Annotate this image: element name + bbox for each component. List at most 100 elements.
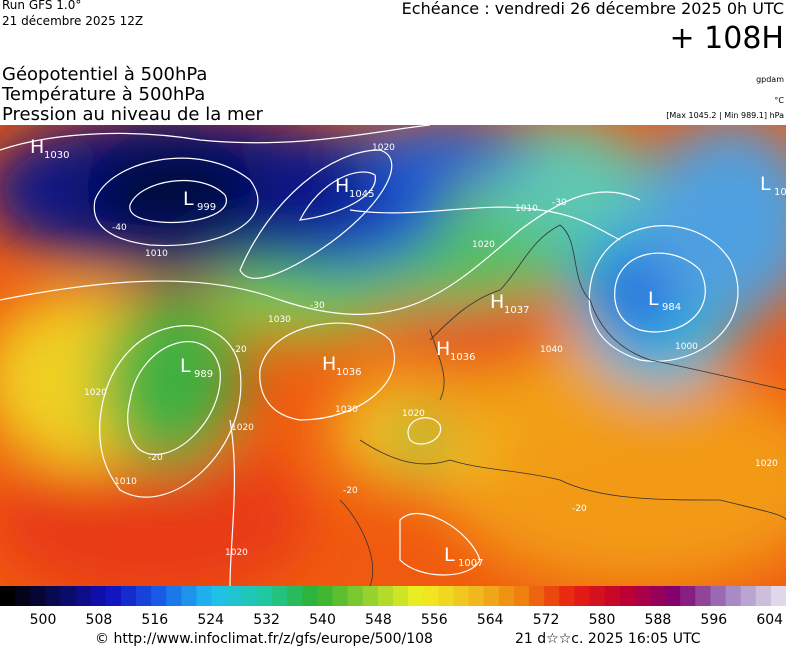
unit-2: °C xyxy=(774,96,784,105)
colorbar-swatch xyxy=(287,586,303,606)
colorbar-swatch xyxy=(256,586,273,606)
colorbar-swatch xyxy=(770,586,786,606)
colorbar-swatch xyxy=(589,586,606,606)
contour-label: -30 xyxy=(552,198,567,208)
colorbar-label: 532 xyxy=(253,612,280,628)
contour-label: 1020 xyxy=(84,388,107,398)
unit-1: gpdam xyxy=(756,75,784,84)
colorbar-label: 580 xyxy=(589,612,616,628)
pressure-center-kind: L xyxy=(648,288,659,310)
colorbar-label: 604 xyxy=(756,612,783,628)
colorbar-swatch xyxy=(120,586,137,606)
colorbar-swatch xyxy=(725,586,742,606)
colorbar-swatch xyxy=(529,586,545,606)
colorbar-swatch xyxy=(740,586,757,606)
pressure-center-value: 1037 xyxy=(504,305,529,316)
colorbar-label: 516 xyxy=(141,612,168,628)
colorbar-swatch xyxy=(151,586,167,606)
colorbar-swatch xyxy=(408,586,424,606)
colorbar-swatch xyxy=(105,586,122,606)
title-1: Géopotentiel à 500hPa xyxy=(2,64,207,85)
pressure-center-value: 1007 xyxy=(458,558,483,569)
contour-label: 1010 xyxy=(114,477,137,487)
colorbar-swatch xyxy=(90,586,107,606)
colorbar-swatch xyxy=(604,586,621,606)
colorbar-swatch xyxy=(241,586,258,606)
contour-label: 1020 xyxy=(472,240,495,250)
colorbar-swatch xyxy=(75,586,92,606)
contour-label: 1020 xyxy=(402,409,425,419)
colorbar-swatch xyxy=(166,586,182,606)
pressure-center-kind: L xyxy=(180,355,191,377)
colorbar-swatch xyxy=(347,586,364,606)
forecast-time: Echéance : vendredi 26 décembre 2025 0h … xyxy=(402,0,784,18)
pressure-center-kind: H xyxy=(335,175,349,197)
colorbar-swatch xyxy=(393,586,409,606)
contour-label: -20 xyxy=(148,453,163,463)
colorbar-label: 564 xyxy=(477,612,504,628)
colorbar-swatch xyxy=(136,586,152,606)
colorbar-swatch xyxy=(574,586,590,606)
pressure-center-kind: H xyxy=(30,136,44,158)
run-date: 21 décembre 2025 12Z xyxy=(2,14,143,28)
colorbar-label: 540 xyxy=(309,612,336,628)
colorbar-swatch xyxy=(695,586,711,606)
contour-label: 1030 xyxy=(335,405,358,415)
contour-label: -20 xyxy=(572,504,587,514)
colorbar-label: 500 xyxy=(30,612,57,628)
colorbar-swatch xyxy=(226,586,243,606)
colorbar-swatch xyxy=(559,586,575,606)
pressure-center-kind: H xyxy=(436,338,450,360)
contour-label: 1040 xyxy=(540,345,563,355)
colorbar-swatch xyxy=(649,586,666,606)
pressure-center-value: 1030 xyxy=(44,150,69,161)
lead-time: + 108H xyxy=(670,21,785,56)
isobars xyxy=(0,125,739,586)
contour-label: 1020 xyxy=(225,548,248,558)
pressure-center-value: 1036 xyxy=(336,367,361,378)
colorbar-swatch xyxy=(665,586,681,606)
colorbar-swatch xyxy=(30,586,46,606)
pressure-center-value: 1036 xyxy=(450,352,475,363)
unit-3: [Max 1045.2 | Min 989.1] hPa xyxy=(666,111,784,120)
colorbar-swatch xyxy=(60,586,77,606)
map-field xyxy=(0,125,786,586)
pressure-center-kind: L xyxy=(760,173,771,195)
colorbar-swatch xyxy=(362,586,379,606)
colorbar-swatch xyxy=(196,586,213,606)
colorbar-label: 596 xyxy=(700,612,727,628)
colorbar-swatch xyxy=(710,586,727,606)
colorbar-swatch xyxy=(272,586,288,606)
title-3: Pression au niveau de la mer xyxy=(2,104,264,125)
contour-label: -40 xyxy=(112,223,127,233)
colorbar-swatch xyxy=(45,586,61,606)
contour-label: -30 xyxy=(310,301,325,311)
contour-label: 1000 xyxy=(675,342,698,352)
colorbar-swatch xyxy=(468,586,485,606)
colorbar-label: 556 xyxy=(421,612,448,628)
colorbar-swatch xyxy=(513,586,530,606)
title-2: Température à 500hPa xyxy=(1,84,205,105)
contour-label: 1020 xyxy=(755,459,778,469)
pressure-center-kind: L xyxy=(183,188,194,210)
contour-label: -20 xyxy=(343,486,358,496)
pressure-center-value: 100 xyxy=(774,187,786,198)
colorbar-swatch xyxy=(680,586,696,606)
colorbar-swatch xyxy=(634,586,651,606)
colorbar-label: 572 xyxy=(533,612,560,628)
contour-label: 1010 xyxy=(515,204,538,214)
colorbar-swatch xyxy=(483,586,500,606)
colorbar-label: 548 xyxy=(365,612,392,628)
colorbar-swatch xyxy=(498,586,515,606)
colorbar-swatch xyxy=(181,586,197,606)
colorbar-swatch xyxy=(211,586,228,606)
pressure-center-value: 1045 xyxy=(349,189,374,200)
colorbar-swatch xyxy=(317,586,334,606)
colorbar-swatch xyxy=(377,586,394,606)
colorbar-label: 508 xyxy=(86,612,113,628)
pressure-center-kind: L xyxy=(444,544,455,566)
contour-label: 1010 xyxy=(145,249,168,259)
colorbar-swatch xyxy=(544,586,560,606)
colorbar-swatch xyxy=(332,586,349,606)
